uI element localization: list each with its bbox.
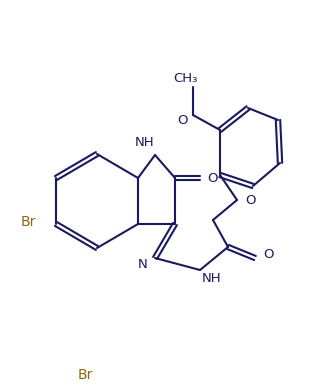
Text: CH₃: CH₃ [173,73,197,85]
Text: O: O [245,194,255,206]
Text: O: O [263,248,273,262]
Text: N: N [138,258,148,272]
Text: Br: Br [20,215,36,229]
Text: NH: NH [202,272,222,284]
Text: NH: NH [135,137,155,149]
Text: Br: Br [77,368,93,382]
Text: O: O [177,114,187,126]
Text: O: O [207,171,217,185]
